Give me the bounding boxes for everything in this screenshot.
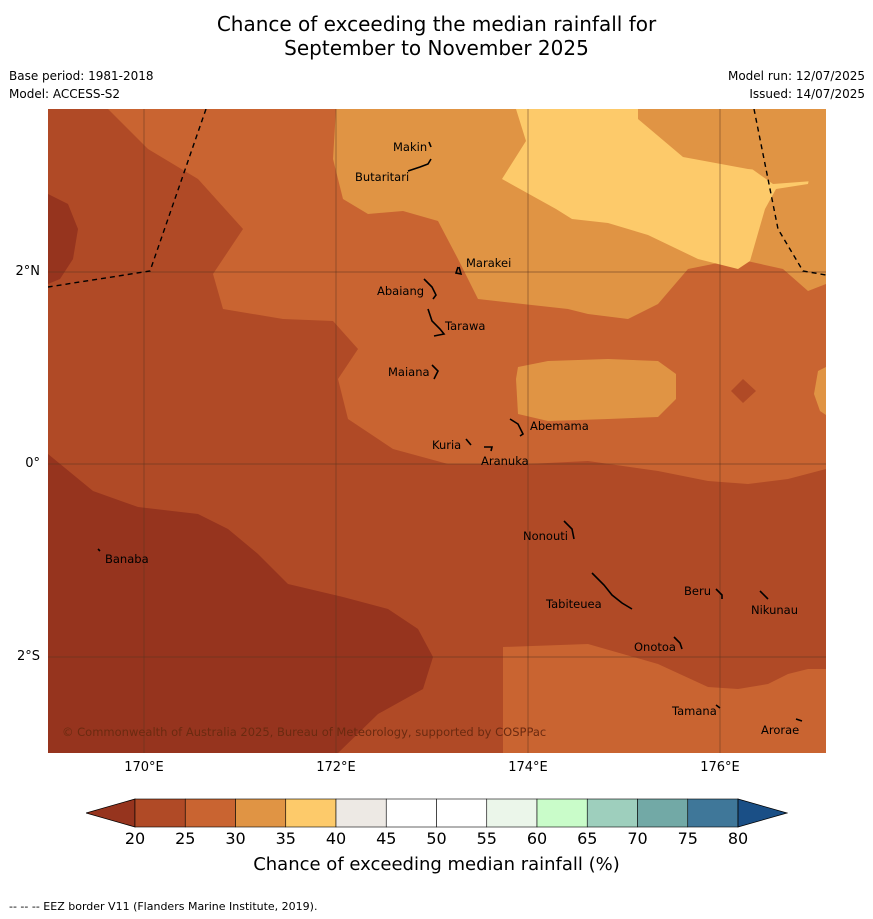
colorbar-segment-30-35 xyxy=(235,798,287,828)
meta-right: Model run: 12/07/2025 Issued: 14/07/2025 xyxy=(728,67,865,103)
rainfall-map: Makin Butaritari Marakei Abaiang Tarawa … xyxy=(47,108,827,753)
island-label-abaiang: Abaiang xyxy=(377,284,424,298)
grid-lines xyxy=(48,109,826,753)
lon-tick-176: 176°E xyxy=(700,760,740,775)
lon-tick-170: 170°E xyxy=(124,760,164,775)
band-30-35-top-patch xyxy=(638,109,826,184)
colorbar-tick-40: 40 xyxy=(325,829,347,848)
colorbar-segment-60-65 xyxy=(536,798,588,828)
lat-tick-2s: 2°S xyxy=(16,649,40,664)
island-nikunau-shape xyxy=(759,590,769,600)
island-outlines xyxy=(97,141,803,722)
eez-footer-note: -- -- -- EEZ border V11 (Flanders Marine… xyxy=(9,900,318,913)
issued-date: Issued: 14/07/2025 xyxy=(749,87,865,101)
colorbar-tick-30: 30 xyxy=(225,829,246,848)
island-label-marakei: Marakei xyxy=(466,256,511,270)
island-arorae-shape xyxy=(795,718,803,722)
island-label-kuria: Kuria xyxy=(432,438,461,452)
island-label-butaritari: Butaritari xyxy=(355,170,409,184)
colorbar xyxy=(84,798,789,830)
model-name: Model: ACCESS-S2 xyxy=(9,87,121,101)
island-maiana-shape xyxy=(431,364,439,380)
meta-left: Base period: 1981-2018 Model: ACCESS-S2 xyxy=(9,67,154,103)
island-label-tarawa: Tarawa xyxy=(444,319,485,333)
island-label-nikunau: Nikunau xyxy=(751,603,798,617)
island-marakei-shape xyxy=(454,266,463,276)
colorbar-segment-35-40 xyxy=(285,798,337,828)
eez-border-east xyxy=(753,108,827,276)
band-under-20-north xyxy=(48,194,78,284)
colorbar-segment-50-55 xyxy=(436,798,488,828)
island-label-tabiteuea: Tabiteuea xyxy=(545,597,602,611)
island-beru-shape xyxy=(715,588,723,599)
title-line-2: September to November 2025 xyxy=(284,36,589,60)
colorbar-svg xyxy=(84,798,789,828)
island-label-banaba: Banaba xyxy=(105,552,149,566)
island-label-arorae: Arorae xyxy=(761,723,799,737)
island-label-maiana: Maiana xyxy=(388,365,430,379)
map-panel: Makin Butaritari Marakei Abaiang Tarawa … xyxy=(47,108,827,753)
island-label-nonouti: Nonouti xyxy=(523,529,568,543)
island-label-beru: Beru xyxy=(684,584,711,598)
colorbar-segment-70-75 xyxy=(637,798,689,828)
colorbar-segment-65-70 xyxy=(586,798,638,828)
island-abaiang-shape xyxy=(423,278,437,300)
model-run: Model run: 12/07/2025 xyxy=(727,69,865,83)
colorbar-segment-20-25 xyxy=(134,798,186,828)
island-label-abemama: Abemama xyxy=(530,419,589,433)
base-period: Base period: 1981-2018 xyxy=(9,69,154,83)
title-line-1: Chance of exceeding the median rainfall … xyxy=(216,12,657,36)
colorbar-segment-55-60 xyxy=(486,798,538,828)
colorbar-segment-45-50 xyxy=(385,798,437,828)
colorbar-tick-45: 45 xyxy=(376,829,397,848)
lon-tick-172: 172°E xyxy=(316,760,356,775)
island-tabiteuea-shape xyxy=(591,572,633,610)
colorbar-tick-70: 70 xyxy=(627,829,648,848)
island-kuria-shape xyxy=(465,438,472,446)
band-35-40 xyxy=(502,109,810,269)
chart-title: Chance of exceeding the median rainfall … xyxy=(0,12,873,60)
colorbar-tick-75: 75 xyxy=(677,829,698,848)
copyright-notice: © Commonwealth of Australia 2025, Bureau… xyxy=(62,725,546,739)
colorbar-segment-25-30 xyxy=(184,798,236,828)
colorbar-tick-35: 35 xyxy=(275,829,296,848)
colorbar-tick-20: 20 xyxy=(124,829,146,848)
island-aranuka-shape xyxy=(484,446,494,452)
colorbar-under-arrow xyxy=(84,798,136,828)
eez-borders xyxy=(47,108,827,288)
island-labels: Makin Butaritari Marakei Abaiang Tarawa … xyxy=(105,140,799,737)
colorbar-tick-55: 55 xyxy=(476,829,497,848)
island-butaritari-shape xyxy=(407,158,432,172)
island-tarawa-shape xyxy=(427,308,446,337)
band-30-35-east-edge xyxy=(814,367,826,415)
eez-border-west xyxy=(47,108,207,288)
colorbar-label: Chance of exceeding median rainfall (%) xyxy=(253,854,620,875)
colorbar-over-arrow xyxy=(737,798,789,828)
colorbar-tick-80: 80 xyxy=(727,829,749,848)
island-makin-shape xyxy=(428,141,432,148)
island-banaba-shape xyxy=(97,548,101,552)
island-label-tamana: Tamana xyxy=(671,704,717,718)
colorbar-segment-40-45 xyxy=(335,798,387,828)
colorbar-tick-65: 65 xyxy=(577,829,598,848)
island-label-onotoa: Onotoa xyxy=(634,640,676,654)
island-onotoa-shape xyxy=(673,636,683,650)
island-tamana-shape xyxy=(715,704,721,709)
lon-tick-174: 174°E xyxy=(508,760,548,775)
island-abemama-shape xyxy=(509,418,525,437)
lat-tick-0: 0° xyxy=(25,456,40,471)
band-25-30-south xyxy=(503,644,826,753)
colorbar-tick-60: 60 xyxy=(526,829,548,848)
colorbar-tick-50: 50 xyxy=(426,829,447,848)
colorbar-tick-25: 25 xyxy=(175,829,196,848)
island-label-makin: Makin xyxy=(393,140,427,154)
lat-tick-2n: 2°N xyxy=(15,264,41,279)
colorbar-segments xyxy=(134,798,739,828)
island-nonouti-shape xyxy=(563,520,575,540)
band-30-35-patch xyxy=(516,359,676,421)
colorbar-segment-75-80 xyxy=(687,798,739,828)
band-20-25-diamond xyxy=(731,379,756,403)
island-label-aranuka: Aranuka xyxy=(481,454,529,468)
